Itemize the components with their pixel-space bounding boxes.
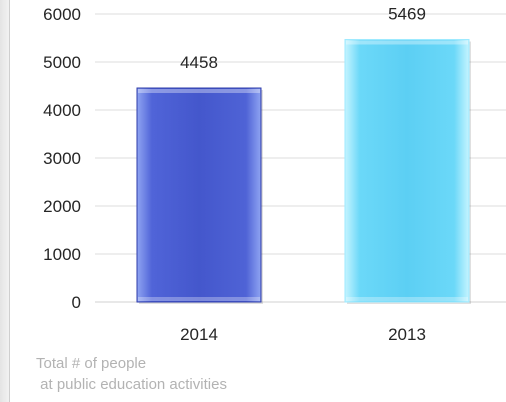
y-tick-label: 1000 bbox=[43, 245, 81, 264]
data-labels: 4458 5469 bbox=[180, 4, 426, 72]
data-label: 5469 bbox=[388, 4, 426, 23]
y-tick-label: 4000 bbox=[43, 101, 81, 120]
bar-2014 bbox=[136, 87, 263, 305]
bar-bottom-bevel bbox=[346, 297, 468, 301]
bar-top-bevel bbox=[346, 40, 468, 45]
bars bbox=[136, 38, 471, 305]
x-tick-label: 2014 bbox=[180, 325, 218, 344]
y-tick-label: 0 bbox=[72, 293, 81, 312]
bar-body bbox=[136, 87, 262, 303]
bar-bottom-bevel bbox=[138, 297, 260, 301]
bar-top-bevel bbox=[138, 89, 260, 94]
y-tick-label: 6000 bbox=[43, 5, 81, 24]
x-axis-tick-labels: 2014 2013 bbox=[180, 325, 426, 344]
y-tick-label: 2000 bbox=[43, 197, 81, 216]
bar-2013 bbox=[344, 38, 471, 304]
data-label: 4458 bbox=[180, 53, 218, 72]
x-tick-label: 2013 bbox=[388, 325, 426, 344]
y-tick-label: 3000 bbox=[43, 149, 81, 168]
chart-caption: Total # of people at public education ac… bbox=[36, 355, 227, 393]
y-tick-label: 5000 bbox=[43, 53, 81, 72]
bar-body bbox=[344, 38, 470, 303]
left-scroll-rail bbox=[0, 0, 10, 402]
y-axis-tick-labels: 0 1000 2000 3000 4000 5000 6000 bbox=[43, 5, 81, 312]
